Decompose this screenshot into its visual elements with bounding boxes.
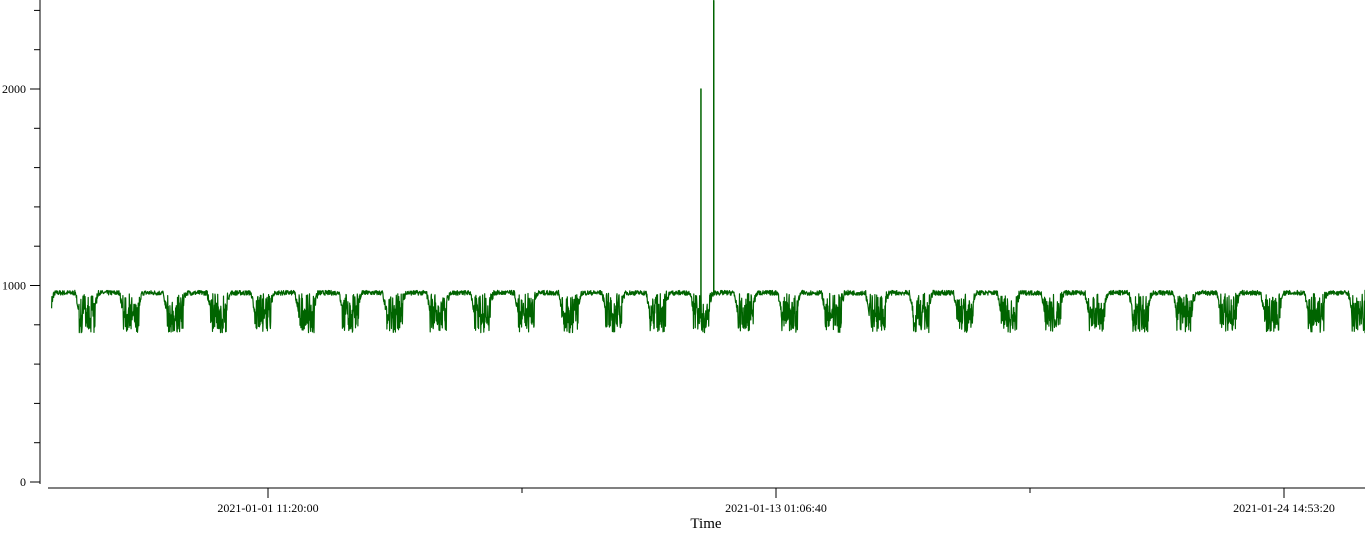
- series-line: [51, 0, 1365, 334]
- y-tick-label: 2000: [2, 82, 26, 96]
- x-axis-ticks: 2021-01-01 11:20:00 2021-01-13 01:06:40 20…: [217, 488, 1335, 515]
- x-tick-label: 2021-01-24 14:53:20: [1233, 501, 1335, 515]
- series-line-group: [51, 0, 1365, 334]
- x-axis-title: Time: [690, 516, 721, 532]
- y-tick-label: 1000: [2, 279, 26, 293]
- x-tick-label: 2021-01-13 01:06:40: [725, 501, 827, 515]
- y-tick-label: 0: [20, 475, 26, 489]
- y-axis-ticks: 0 1000 2000: [2, 9, 40, 489]
- x-tick-label: 2021-01-01 11:20:00: [217, 501, 318, 515]
